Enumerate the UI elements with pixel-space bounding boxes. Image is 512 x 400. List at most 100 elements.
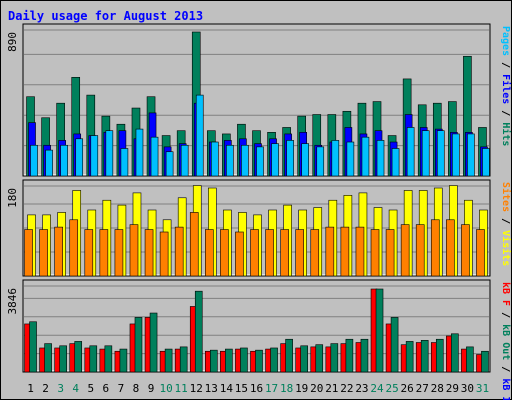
x-tick-label: 30: [461, 382, 474, 395]
bar-sites: [430, 219, 440, 277]
bar-pages: [286, 140, 294, 177]
bar-pages: [331, 140, 340, 177]
bar-sites: [114, 229, 124, 277]
bar-sites: [280, 229, 289, 277]
bar-pages: [241, 144, 249, 177]
bar-pages: [120, 148, 129, 177]
bar-kb-out: [29, 321, 37, 373]
bar-pages: [376, 140, 385, 177]
bar-pages: [30, 144, 38, 177]
x-tick-label: 14: [220, 382, 234, 395]
x-tick-label: 16: [250, 382, 263, 395]
x-tick-label: 10: [159, 382, 172, 395]
bar-sites: [235, 231, 244, 277]
bar-kb-out: [179, 346, 188, 373]
x-tick-label: 17: [265, 382, 278, 395]
bar-pages: [482, 148, 490, 177]
bar-kb-out: [270, 347, 278, 373]
bar-pages: [195, 94, 204, 177]
bar-kb-out: [420, 340, 429, 373]
bar-sites: [69, 219, 79, 277]
bar-kb-out: [194, 290, 203, 373]
bar-kb-out: [285, 338, 293, 373]
legend-entry: Visits: [500, 230, 512, 266]
bar-sites: [205, 229, 214, 277]
bar-kb-out: [225, 348, 233, 373]
legend-entry: /: [500, 104, 511, 122]
bar-pages: [226, 144, 234, 177]
x-tick-label: 19: [295, 382, 308, 395]
side-legend-bottom: kB F / kB Out / kB In: [500, 282, 511, 400]
x-tick-label: 11: [175, 382, 188, 395]
x-axis-day-labels: 1 2 3 4 5 6 7 8 9 10 11 12 13 14 15 16 17 18 19 20 21 22 23 24 2…: [27, 382, 489, 395]
x-tick-label: 8: [133, 382, 140, 395]
bar-kb-out: [255, 349, 263, 373]
bar-sites: [415, 224, 425, 277]
bar-kb-out: [240, 347, 248, 373]
bar-sites: [220, 229, 229, 277]
bar-kb-out: [345, 338, 354, 373]
bar-kb-out: [210, 349, 218, 373]
x-tick-label: 20: [310, 382, 323, 395]
side-legend-middle: Sites / Visits: [500, 182, 512, 266]
bar-sites: [189, 212, 199, 277]
bar-pages: [45, 149, 53, 177]
bar-pages: [316, 146, 325, 177]
chart-panels: 890 Pages / Files / Hits 180 Sites / Visits…: [6, 23, 512, 400]
bar-sites: [476, 229, 485, 277]
bar-pages: [301, 143, 309, 177]
bar-sites: [174, 226, 184, 277]
bar-kb-out: [315, 344, 324, 373]
bar-pages: [60, 144, 68, 177]
x-tick-label: 29: [446, 382, 459, 395]
chart-title: Daily usage for August 2013: [8, 9, 203, 23]
bar-sites: [54, 226, 63, 277]
bar-sites: [265, 229, 274, 277]
y-max-label-top: 890: [6, 32, 19, 52]
bar-kb-out: [104, 345, 113, 373]
bar-pages: [467, 133, 475, 177]
x-tick-label: 5: [87, 382, 94, 395]
bar-sites: [325, 226, 335, 277]
legend-entry: Files: [500, 74, 512, 104]
bar-kb-out: [300, 345, 308, 373]
x-tick-label: 9: [148, 382, 155, 395]
bar-pages: [271, 143, 279, 177]
bar-sites: [159, 231, 169, 277]
bar-kb-out: [59, 345, 67, 373]
bar-pages: [150, 136, 159, 177]
x-tick-label: 4: [72, 382, 79, 395]
bar-kb-out: [405, 341, 414, 373]
bar-pages: [346, 141, 355, 177]
bar-kb-out: [89, 345, 98, 373]
x-tick-label: 31: [476, 382, 489, 395]
bar-sites: [295, 229, 304, 277]
bar-pages: [421, 130, 430, 177]
bar-pages: [180, 144, 189, 177]
legend-entry: /: [500, 360, 511, 378]
legend-entry: Sites: [500, 182, 512, 212]
bar-sites: [129, 224, 139, 277]
legend-entry: kB F: [500, 282, 511, 306]
x-tick-label: 6: [103, 382, 110, 395]
bar-sites: [355, 226, 365, 277]
bar-sites: [385, 229, 395, 277]
bar-kb-out: [435, 338, 444, 373]
bar-sites: [310, 229, 320, 277]
bar-kb-out: [466, 346, 474, 373]
x-tick-label: 22: [340, 382, 353, 395]
bar-kb-out: [164, 348, 173, 373]
legend-entry: /: [500, 56, 511, 74]
x-tick-label: 27: [416, 382, 429, 395]
bar-pages: [105, 130, 114, 177]
bar-sites: [461, 224, 470, 277]
x-tick-label: 24: [370, 382, 384, 395]
x-tick-label: 13: [205, 382, 218, 395]
x-tick-label: 7: [118, 382, 125, 395]
x-tick-label: 1: [27, 382, 34, 395]
bar-pages: [406, 127, 415, 177]
bar-kb-out: [119, 348, 128, 373]
bar-sites: [99, 229, 109, 277]
bar-kb-out: [134, 317, 143, 373]
